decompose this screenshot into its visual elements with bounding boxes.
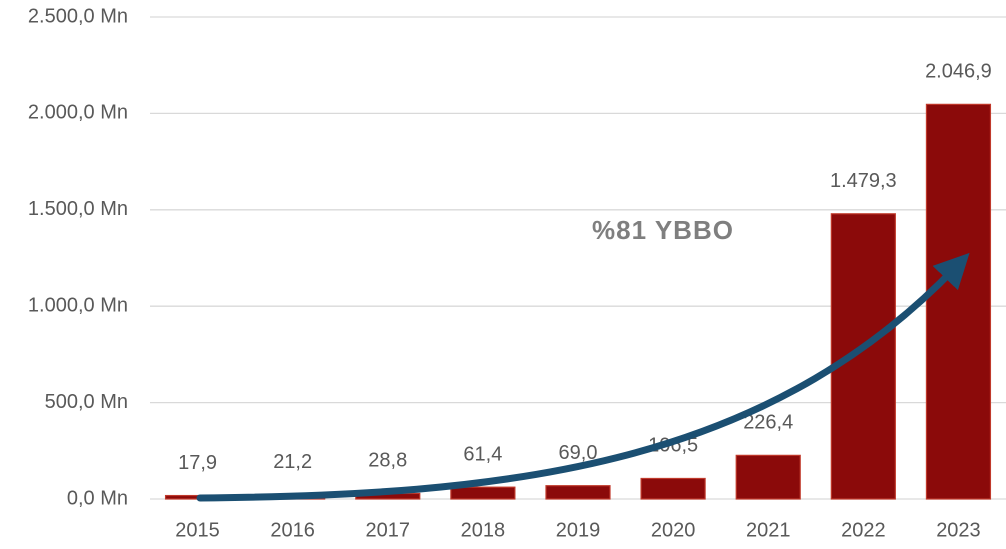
x-tick-label: 2023 xyxy=(936,519,981,541)
y-tick-label: 1.500,0 Mn xyxy=(28,198,128,220)
x-tick-label: 2020 xyxy=(651,519,696,541)
bar xyxy=(735,454,801,500)
y-tick-label: 2.000,0 Mn xyxy=(28,102,128,124)
trend-arrow xyxy=(196,252,970,502)
x-tick-label: 2021 xyxy=(746,519,791,541)
x-tick-label: 2015 xyxy=(175,519,220,541)
data-label: 28,8 xyxy=(368,450,407,472)
data-label: 226,4 xyxy=(743,412,793,434)
y-tick-label: 0,0 Mn xyxy=(67,487,128,509)
data-label: 17,9 xyxy=(178,452,217,474)
data-label: 1.479,3 xyxy=(830,170,897,192)
data-label: 21,2 xyxy=(273,451,312,473)
bar xyxy=(450,486,516,500)
data-label: 2.046,9 xyxy=(925,61,992,83)
y-tick-label: 2.500,0 Mn xyxy=(28,5,128,27)
y-tick-label: 500,0 Mn xyxy=(45,391,128,413)
data-label: 69,0 xyxy=(559,442,598,464)
x-tick-label: 2016 xyxy=(270,519,315,541)
annotation: %81 YBBO xyxy=(592,215,734,245)
bar xyxy=(545,485,611,500)
bar xyxy=(830,213,896,500)
data-label: 61,4 xyxy=(463,443,502,465)
bar xyxy=(925,103,992,500)
x-tick-label: 2019 xyxy=(556,519,601,541)
y-tick-label: 1.000,0 Mn xyxy=(28,294,128,316)
x-tick-label: 2017 xyxy=(366,519,411,541)
x-tick-label: 2022 xyxy=(841,519,886,541)
bar xyxy=(640,477,706,500)
x-tick-label: 2018 xyxy=(461,519,506,541)
